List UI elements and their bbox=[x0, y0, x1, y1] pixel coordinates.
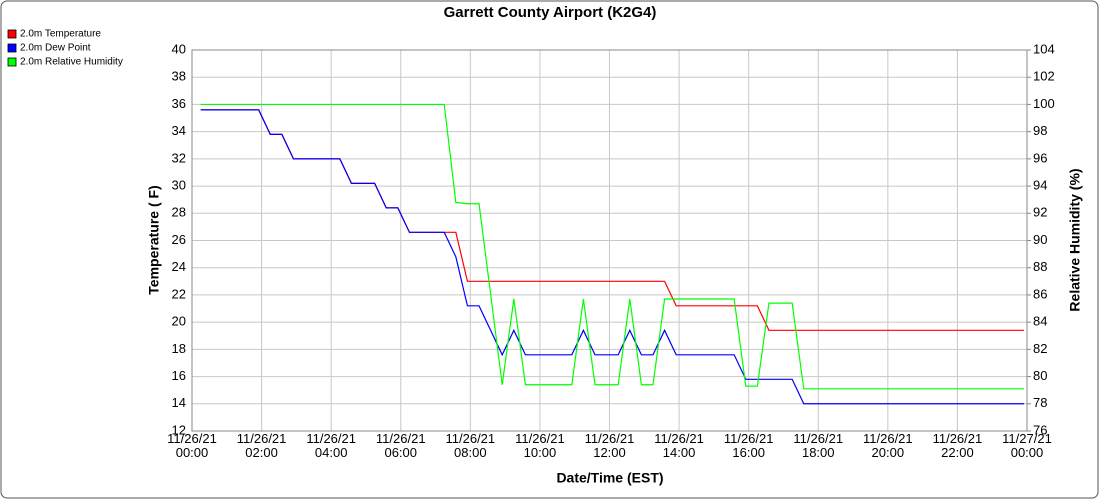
y2-tick-label: 100 bbox=[1033, 96, 1055, 111]
x-tick-label: 11/26/21 18:00 bbox=[793, 431, 843, 460]
legend-label: 2.0m Relative Humidity bbox=[20, 57, 123, 68]
y-tick-label: 14 bbox=[172, 395, 186, 410]
legend-swatch bbox=[7, 29, 17, 39]
y-tick-label: 26 bbox=[172, 232, 186, 247]
y-tick-label: 30 bbox=[172, 178, 186, 193]
y-tick-label: 34 bbox=[172, 123, 186, 138]
x-tick-label: 11/26/21 14:00 bbox=[654, 431, 704, 460]
x-tick-label: 11/26/21 04:00 bbox=[306, 431, 356, 460]
y-tick-label: 40 bbox=[172, 41, 186, 56]
y2-axis-label: Relative Humidity (%) bbox=[1067, 168, 1083, 311]
x-tick-label: 11/26/21 12:00 bbox=[585, 431, 635, 460]
y2-tick-label: 84 bbox=[1033, 314, 1047, 329]
y-tick-label: 24 bbox=[172, 259, 186, 274]
x-tick-label: 11/27/21 00:00 bbox=[1002, 431, 1052, 460]
y-tick-label: 36 bbox=[172, 96, 186, 111]
y2-tick-label: 90 bbox=[1033, 232, 1047, 247]
x-axis-label: Date/Time (EST) bbox=[556, 470, 663, 486]
x-tick-label: 11/26/21 02:00 bbox=[237, 431, 287, 460]
legend-label: 2.0m Temperature bbox=[20, 29, 101, 40]
x-tick-label: 11/26/21 00:00 bbox=[167, 431, 217, 460]
y-axis-label: Temperature ( F) bbox=[146, 185, 162, 294]
y2-tick-label: 86 bbox=[1033, 286, 1047, 301]
x-tick-label: 11/26/21 22:00 bbox=[933, 431, 983, 460]
y-tick-label: 16 bbox=[172, 368, 186, 383]
x-tick-label: 11/26/21 08:00 bbox=[446, 431, 496, 460]
x-tick-label: 11/26/21 16:00 bbox=[724, 431, 774, 460]
y2-tick-label: 78 bbox=[1033, 395, 1047, 410]
y2-tick-label: 96 bbox=[1033, 150, 1047, 165]
y-tick-label: 18 bbox=[172, 341, 186, 356]
x-tick-label: 11/26/21 10:00 bbox=[515, 431, 565, 460]
legend-label: 2.0m Dew Point bbox=[20, 43, 91, 54]
plot-border bbox=[191, 49, 1028, 432]
y2-tick-label: 80 bbox=[1033, 368, 1047, 383]
y2-tick-label: 102 bbox=[1033, 69, 1055, 84]
y-tick-label: 20 bbox=[172, 314, 186, 329]
y2-tick-label: 98 bbox=[1033, 123, 1047, 138]
y-tick-label: 38 bbox=[172, 69, 186, 84]
y2-tick-label: 94 bbox=[1033, 178, 1047, 193]
y2-tick-label: 82 bbox=[1033, 341, 1047, 356]
y2-tick-label: 104 bbox=[1033, 41, 1055, 56]
x-tick-label: 11/26/21 06:00 bbox=[376, 431, 426, 460]
y2-tick-label: 92 bbox=[1033, 205, 1047, 220]
y-tick-label: 22 bbox=[172, 286, 186, 301]
legend-swatch bbox=[7, 57, 17, 67]
y2-tick-label: 88 bbox=[1033, 259, 1047, 274]
data-line bbox=[200, 103, 1025, 390]
y2-tick-label: 76 bbox=[1033, 422, 1047, 437]
x-tick-label: 11/26/21 20:00 bbox=[863, 431, 913, 460]
y-tick-label: 32 bbox=[172, 150, 186, 165]
legend-swatch bbox=[7, 43, 17, 53]
chart-title: Garrett County Airport (K2G4) bbox=[444, 4, 657, 21]
y-tick-label: 12 bbox=[172, 422, 186, 437]
y-tick-label: 28 bbox=[172, 205, 186, 220]
